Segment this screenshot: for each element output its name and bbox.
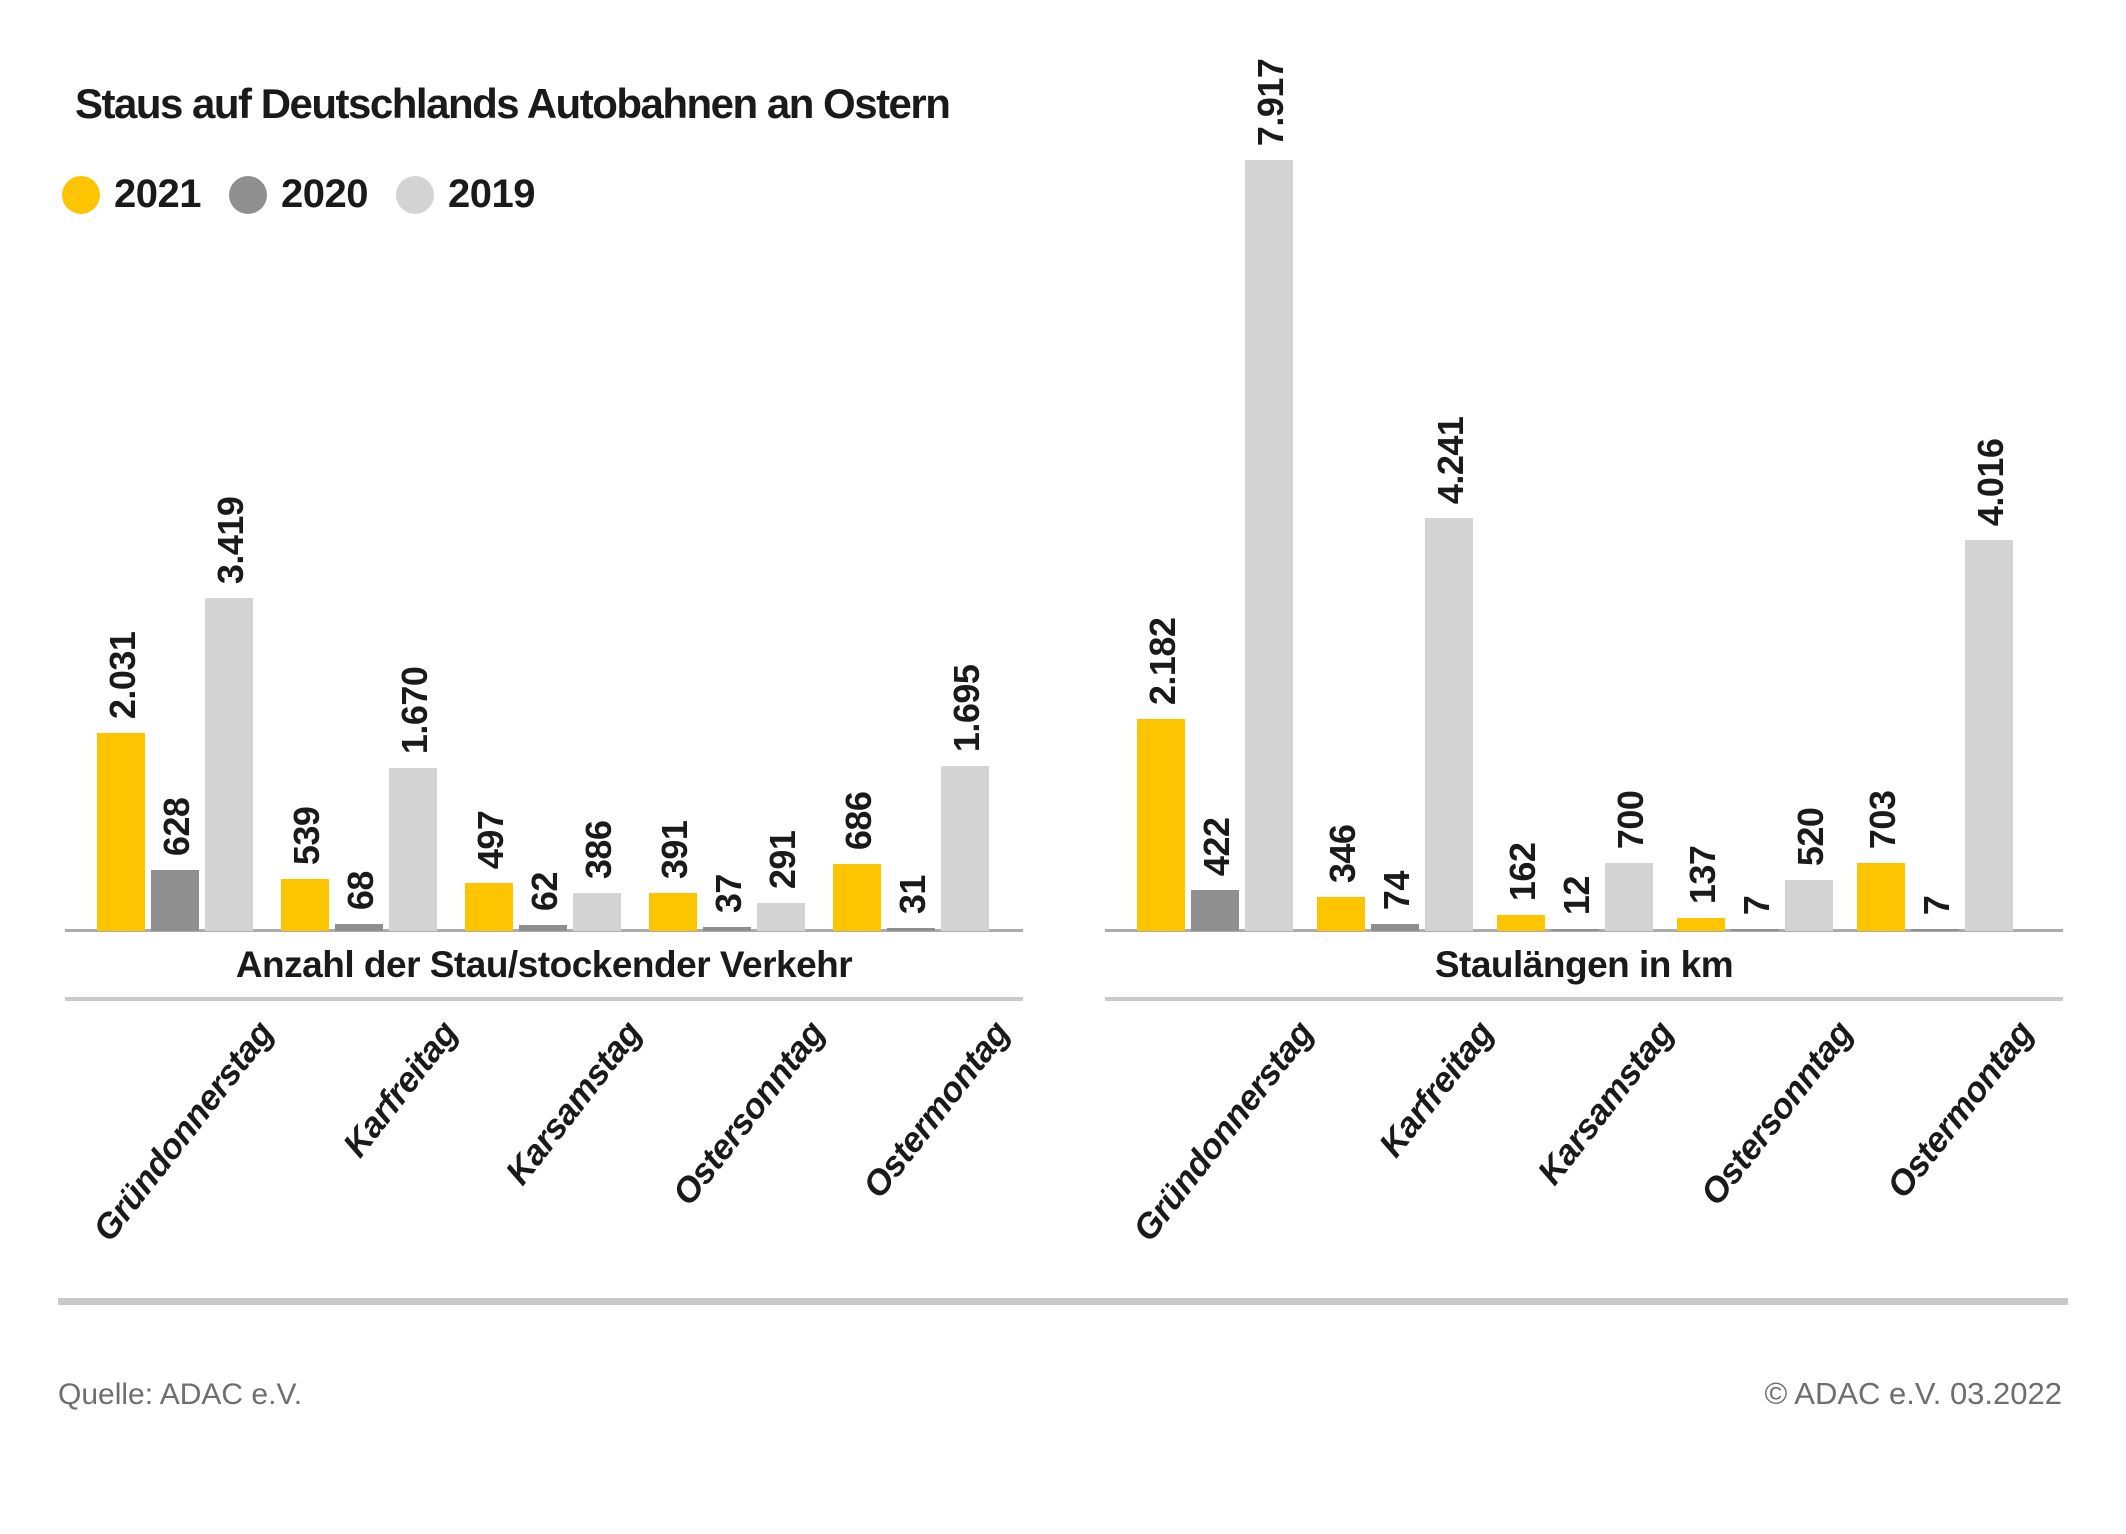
bar-value-anzahl-ostersonntag-2021: 391 [653,820,695,879]
bar-value-staulaengen-ostersonntag-2021: 137 [1681,845,1723,904]
category-label-text: Karsamstag [1529,1014,1681,1192]
bar-anzahl-grundonnerstag-2019 [205,598,253,931]
bar-staulaengen-karsamstag-2020 [1551,929,1599,931]
axis-title-anzahl: Anzahl der Stau/stockender Verkehr [235,944,853,985]
chart-anzahl-staus: 2.031 628 3.419 539 68 1.670 497 62 386 391 37 291 6… [65,0,1023,1300]
bar-value-staulaengen-ostermontag-2020: 7 [1915,895,1957,915]
bar-value-staulaengen-karsamstag-2021: 162 [1501,842,1543,901]
bar-value-anzahl-grundonnerstag-2021: 2.031 [101,631,143,719]
bar-anzahl-karfreitag-2021 [281,879,329,931]
legend-item-2020: 2020 [228,172,368,217]
bar-value-anzahl-grundonnerstag-2020: 628 [155,797,197,856]
category-label-text: Karsamstag [497,1014,649,1192]
bar-anzahl-grundonnerstag-2020 [151,870,199,931]
bar-anzahl-ostermontag-2020 [887,928,935,931]
bar-value-staulaengen-karfreitag-2019: 4.241 [1429,416,1471,504]
legend-item-2019: 2019 [395,172,535,217]
legend-item-2021: 2021 [62,172,201,217]
legend-dot-2019-icon [395,175,434,214]
bar-staulaengen-ostermontag-2021 [1857,863,1905,931]
legend-dot-2021-icon [62,175,100,214]
bar-value-anzahl-karsamstag-2021: 497 [469,810,511,869]
bar-value-anzahl-karfreitag-2019: 1.670 [393,666,435,754]
bar-value-staulaengen-ostermontag-2019: 4.016 [1969,438,2011,526]
bar-value-anzahl-karsamstag-2019: 386 [577,820,619,879]
axis-underline [65,997,1023,1001]
category-label-text: Ostersonntag [1693,1014,1861,1213]
bar-anzahl-ostersonntag-2019 [757,903,805,931]
bar-value-anzahl-ostermontag-2019: 1.695 [945,664,987,752]
bar-value-staulaengen-ostersonntag-2019: 520 [1789,807,1831,866]
bar-value-anzahl-karfreitag-2020: 68 [339,870,381,910]
bar-value-anzahl-grundonnerstag-2019: 3.419 [209,496,251,584]
bar-value-staulaengen-ostersonntag-2020: 7 [1735,895,1777,915]
category-label-text: Gründonnerstag [1125,1014,1321,1249]
bar-anzahl-ostermontag-2019 [941,766,989,931]
bar-value-anzahl-ostersonntag-2020: 37 [707,873,749,913]
bar-value-staulaengen-karsamstag-2019: 700 [1609,790,1651,849]
footer-divider [58,1298,2068,1305]
bar-anzahl-karsamstag-2021 [465,883,513,931]
bar-staulaengen-ostermontag-2019 [1965,540,2013,931]
bar-value-staulaengen-grundonnerstag-2019: 7.917 [1249,58,1291,146]
category-label-text: Karfreitag [1371,1014,1501,1165]
bar-staulaengen-grundonnerstag-2020 [1191,890,1239,931]
bar-staulaengen-karfreitag-2020 [1371,924,1419,931]
legend-label-2019: 2019 [447,172,535,216]
bar-staulaengen-karfreitag-2019 [1425,518,1473,931]
bar-staulaengen-ostermontag-2020 [1911,929,1959,931]
plot-area: 2.182 422 7.917 346 74 4.241 162 12 700 137 7 520 70… [1105,0,2063,932]
legend: 2021 2020 2019 [62,172,535,217]
category-label-text: Ostermontag [1879,1014,2041,1206]
bar-anzahl-ostermontag-2021 [833,864,881,931]
bar-anzahl-karfreitag-2019 [389,768,437,931]
bar-staulaengen-ostersonntag-2021 [1677,918,1725,931]
bar-value-anzahl-karsamstag-2020: 62 [523,871,565,911]
bar-anzahl-karsamstag-2020 [519,925,567,931]
bar-value-anzahl-ostermontag-2021: 686 [837,791,879,850]
bar-value-anzahl-ostermontag-2020: 31 [891,874,933,914]
bar-staulaengen-karfreitag-2021 [1317,897,1365,931]
category-label-text: Ostersonntag [665,1014,833,1213]
bar-value-anzahl-karfreitag-2021: 539 [285,806,327,865]
bar-value-staulaengen-ostermontag-2021: 703 [1861,790,1903,849]
bar-anzahl-karfreitag-2020 [335,924,383,931]
bar-staulaengen-ostersonntag-2020 [1731,929,1779,931]
bar-staulaengen-karsamstag-2019 [1605,863,1653,931]
bar-anzahl-ostersonntag-2020 [703,927,751,931]
bar-anzahl-ostersonntag-2021 [649,893,697,931]
bar-value-anzahl-ostersonntag-2019: 291 [761,830,803,889]
bar-staulaengen-grundonnerstag-2019 [1245,160,1293,931]
legend-dot-2020-icon [228,175,267,214]
axis-title-staulaengen: Staulängen in km [1434,944,1734,985]
legend-label-2021: 2021 [114,172,201,216]
category-label-text: Ostermontag [855,1014,1017,1206]
legend-label-2020: 2020 [280,172,368,216]
source-text: Quelle: ADAC e.V. [58,1378,303,1411]
category-label-text: Gründonnerstag [85,1014,281,1249]
copyright-text: © ADAC e.V. 03.2022 [1764,1376,2062,1411]
category-labels: Gründonnerstag Karfreitag Karsamstag Osters… [1105,1014,2063,1294]
bar-value-staulaengen-grundonnerstag-2020: 422 [1195,817,1237,876]
chart-staulaengen: 2.182 422 7.917 346 74 4.241 162 12 700 137 7 520 70… [1105,0,2063,1300]
page-title: Staus auf Deutschlands Autobahnen an Ost… [75,80,951,127]
axis-underline [1105,997,2063,1001]
category-labels: Gründonnerstag Karfreitag Karsamstag Osters… [65,1014,1023,1294]
bar-staulaengen-ostersonntag-2019 [1785,880,1833,931]
bar-staulaengen-grundonnerstag-2021 [1137,719,1185,931]
category-label-text: Karfreitag [335,1014,465,1165]
bar-value-staulaengen-grundonnerstag-2021: 2.182 [1141,617,1183,705]
bar-anzahl-grundonnerstag-2021 [97,733,145,931]
plot-area: 2.031 628 3.419 539 68 1.670 497 62 386 391 37 291 6… [65,0,1023,932]
bar-value-staulaengen-karfreitag-2020: 74 [1375,870,1417,910]
bar-staulaengen-karsamstag-2021 [1497,915,1545,931]
bar-anzahl-karsamstag-2019 [573,893,621,931]
bar-value-staulaengen-karfreitag-2021: 346 [1321,824,1363,883]
bar-value-staulaengen-karsamstag-2020: 12 [1555,875,1597,915]
